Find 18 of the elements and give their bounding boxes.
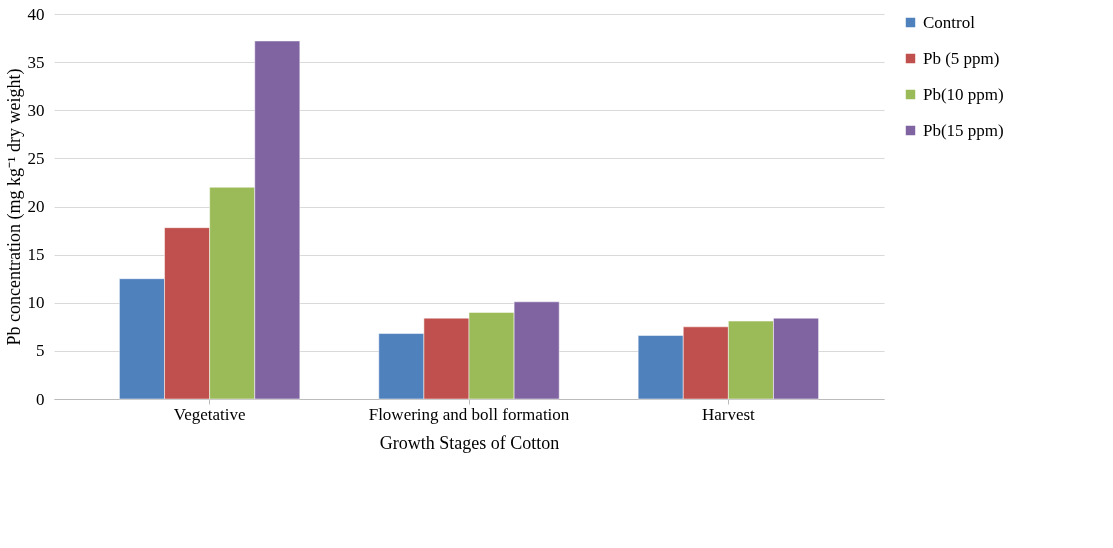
y-tick-label: 0 bbox=[36, 389, 45, 409]
legend-label: Pb(15 ppm) bbox=[923, 120, 1004, 140]
y-tick-label: 30 bbox=[27, 100, 45, 120]
y-tick-label: 35 bbox=[27, 52, 45, 72]
y-axis-title: Pb concentration (mg kg⁻¹ dry weight) bbox=[3, 68, 25, 346]
x-axis-title: Growth Stages of Cotton bbox=[379, 432, 560, 453]
y-tick-label: 15 bbox=[27, 245, 45, 265]
x-tick-label: Flowering and boll formation bbox=[368, 404, 570, 424]
y-tick-label: 25 bbox=[27, 148, 45, 168]
y-tick-label: 20 bbox=[27, 197, 45, 216]
x-tick-label: Harvest bbox=[701, 404, 756, 424]
legend-label: Control bbox=[923, 12, 976, 32]
y-tick-label: 10 bbox=[27, 293, 45, 313]
legend-label: Pb (5 ppm) bbox=[923, 48, 1000, 68]
x-tick-label: Vegetative bbox=[173, 404, 246, 424]
legend-label: Pb(10 ppm) bbox=[923, 84, 1004, 104]
y-tick-label: 5 bbox=[36, 341, 45, 361]
y-tick-label: 40 bbox=[27, 4, 45, 24]
